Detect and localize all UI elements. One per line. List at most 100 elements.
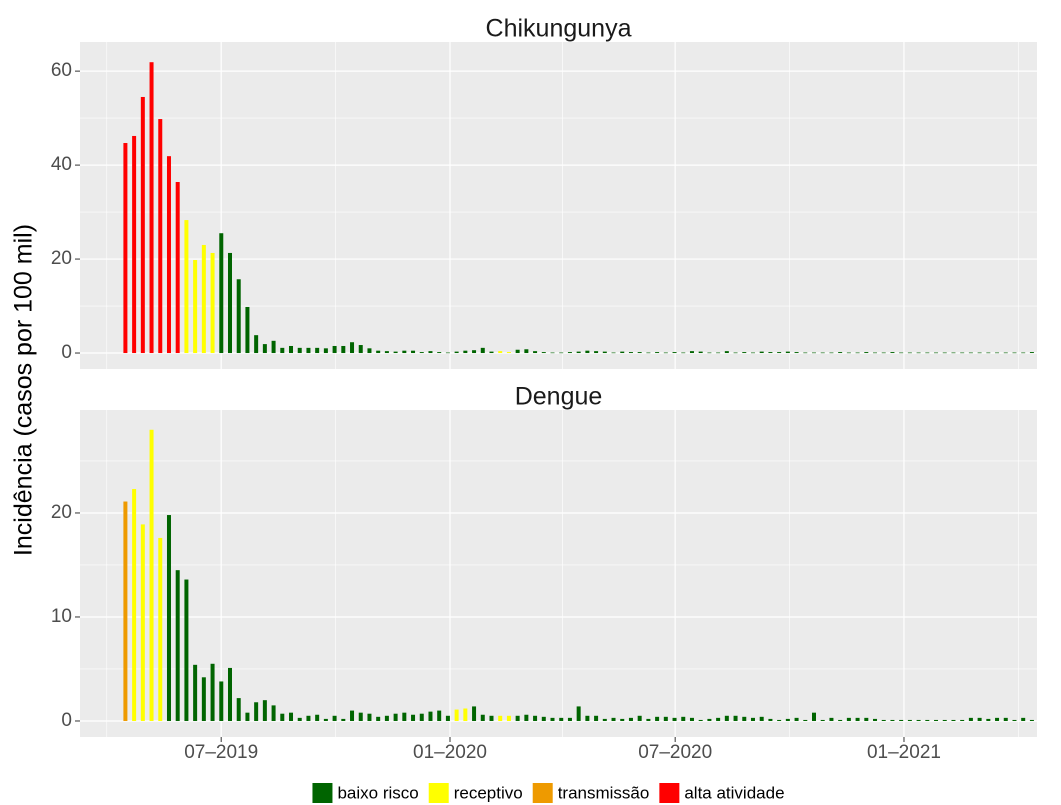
bar [262, 344, 267, 354]
bar [350, 710, 355, 721]
bar [829, 717, 834, 721]
bar [663, 716, 668, 721]
bar [367, 713, 372, 721]
bar [812, 352, 817, 354]
bar [689, 717, 694, 721]
bar [515, 349, 520, 354]
bar [489, 715, 494, 721]
legend-swatch [659, 783, 680, 803]
bar [315, 714, 320, 721]
bar [323, 718, 328, 721]
x-tick-label: 07–2020 [638, 742, 712, 763]
bar [637, 715, 642, 721]
x-tick-label: 01–2020 [413, 742, 487, 763]
bar [419, 713, 424, 721]
bar [1003, 717, 1008, 721]
bar [419, 352, 424, 354]
bar [777, 719, 782, 721]
panel-background [80, 42, 1037, 369]
bar [733, 352, 738, 354]
bar [175, 570, 180, 721]
bar [280, 713, 285, 721]
bar [794, 717, 799, 721]
bar [280, 347, 285, 354]
bar [1021, 717, 1026, 721]
bar [724, 351, 729, 354]
bar [899, 352, 904, 354]
bar [698, 351, 703, 354]
bar [262, 700, 267, 721]
bar [323, 348, 328, 354]
bar [332, 715, 337, 721]
bar [1012, 352, 1017, 354]
bar [132, 489, 137, 721]
bar [533, 715, 538, 721]
bar [219, 233, 224, 354]
bar [524, 349, 529, 354]
bar [794, 352, 799, 354]
bar [750, 352, 755, 354]
bar [559, 352, 564, 354]
bar [254, 335, 259, 354]
bar [646, 718, 651, 721]
bar [271, 705, 276, 721]
bar [158, 537, 163, 721]
bar [332, 345, 337, 354]
y-tick-label: 0 [61, 710, 72, 731]
bar [140, 96, 145, 354]
bar [873, 718, 878, 721]
bar [289, 712, 294, 721]
bar [934, 719, 939, 721]
bar [271, 340, 276, 354]
bar [567, 352, 572, 354]
bar [201, 244, 206, 354]
bar [376, 716, 381, 721]
bar [812, 712, 817, 721]
bar [193, 260, 198, 354]
bar [227, 252, 232, 354]
bar [454, 709, 459, 721]
bar [245, 306, 250, 354]
x-tick-label: 01–2021 [867, 742, 941, 763]
bar [873, 352, 878, 354]
bar [942, 719, 947, 721]
bar [890, 352, 895, 354]
legend-swatch [312, 783, 333, 803]
bar [306, 347, 311, 354]
bar [559, 717, 564, 721]
bar [951, 719, 956, 721]
bar [550, 717, 555, 721]
bar [201, 677, 206, 721]
bar [184, 220, 189, 354]
bar [184, 579, 189, 721]
bar [934, 352, 939, 354]
bar [785, 718, 790, 721]
bar [1029, 352, 1034, 354]
bar [655, 352, 660, 354]
bar [515, 715, 520, 721]
bar [506, 352, 511, 354]
bar [306, 715, 311, 721]
bar [166, 515, 171, 721]
bar [759, 351, 764, 354]
bar [175, 182, 180, 354]
bar [968, 717, 973, 721]
panel-title: Chikungunya [486, 15, 632, 43]
bar [907, 352, 912, 354]
bar [393, 713, 398, 721]
bar [445, 352, 450, 354]
legend-label: alta atividade [684, 783, 784, 802]
bar [620, 718, 625, 721]
bar [977, 717, 982, 721]
bar [890, 719, 895, 721]
bar [402, 712, 407, 721]
bar [655, 716, 660, 721]
bar [463, 350, 468, 354]
bar [166, 156, 171, 354]
bar [628, 717, 633, 721]
bar [986, 352, 991, 354]
bar [1003, 352, 1008, 354]
bar [411, 714, 416, 721]
legend-label: receptivo [454, 783, 523, 802]
